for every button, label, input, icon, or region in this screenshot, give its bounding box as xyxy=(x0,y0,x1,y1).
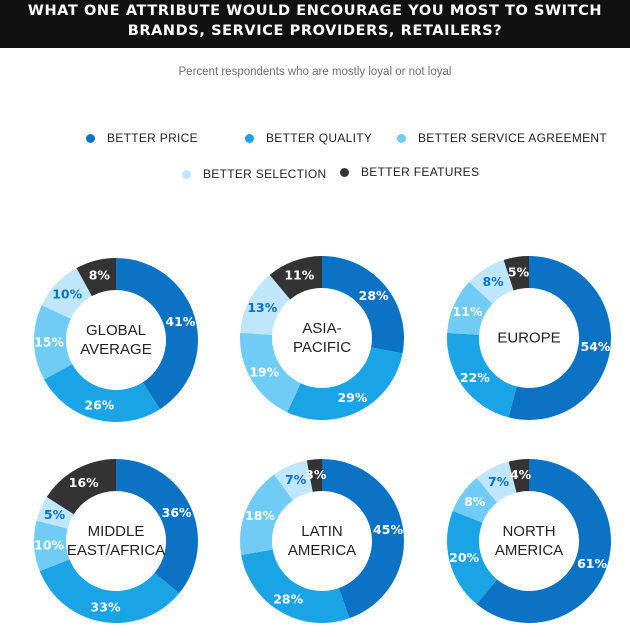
donut-middle-east-africa-value-better-price: 36% xyxy=(162,505,192,520)
donut-asia-pacific-slice-better-price xyxy=(322,256,404,354)
donut-europe: 54% 22% 11% 8% 5% EUROPE xyxy=(447,256,611,420)
donut-north-america-slice-better-price xyxy=(476,459,611,623)
donut-north-america-slice-better-quality xyxy=(446,510,498,605)
donut-middle-east-africa-slice-better-quality xyxy=(39,559,180,623)
legend-item-better-features: BETTER FEATURES xyxy=(340,165,479,179)
donut-europe-value-better-selection: 8% xyxy=(482,274,504,289)
donut-latin-america-center-label: AMERICA xyxy=(288,542,356,559)
donut-north-america-value-better-features: 4% xyxy=(510,467,532,482)
legend-label-better-quality: BETTER QUALITY xyxy=(266,131,373,145)
legend-swatch-better-price xyxy=(86,133,95,143)
legend-label-better-selection: BETTER SELECTION xyxy=(203,167,327,181)
donut-global-average-value-better-features: 8% xyxy=(89,268,111,283)
donut-asia-pacific-center-label: PACIFIC xyxy=(293,339,351,356)
donut-middle-east-africa: 36% 33% 10% 5% 16% MIDDLE EAST/AFRICA xyxy=(33,458,198,623)
chart-subtitle: Percent respondents who are mostly loyal… xyxy=(178,66,452,78)
donut-europe-value-better-quality: 22% xyxy=(460,370,490,385)
donut-asia-pacific-value-better-quality: 29% xyxy=(337,390,367,405)
donut-global-average-slice-better-selection xyxy=(41,268,92,319)
chart-title-line-1: WHAT ONE ATTRIBUTE WOULD ENCOURAGE YOU M… xyxy=(27,3,603,19)
donut-global-average: 41% 26% 15% 10% 8% GLOBAL AVERAGE xyxy=(33,258,198,422)
donut-global-average-slice-better-features xyxy=(76,258,116,297)
donut-global-average-value-better-service-agreement: 15% xyxy=(34,335,64,350)
donut-asia-pacific-slice-better-service-agreement xyxy=(240,332,301,413)
donut-europe-slice-better-features xyxy=(503,256,529,291)
donut-europe-slice-better-quality xyxy=(447,332,517,418)
donut-asia-pacific-center-label: ASIA- xyxy=(302,320,341,337)
donut-latin-america-slice-better-price xyxy=(322,459,404,619)
legend-item-better-quality: BETTER QUALITY xyxy=(245,131,372,145)
donut-asia-pacific-value-better-price: 28% xyxy=(359,288,389,303)
donut-middle-east-africa-value-better-features: 16% xyxy=(69,475,99,490)
donut-north-america-center-label: AMERICA xyxy=(495,542,563,559)
donut-north-america-value-better-selection: 7% xyxy=(488,474,510,489)
donut-global-average-center-label: GLOBAL xyxy=(86,322,146,339)
donut-europe-slice-better-selection xyxy=(469,260,514,304)
donut-latin-america-slice-better-selection xyxy=(274,460,313,501)
donut-global-average-center-label: AVERAGE xyxy=(80,341,151,358)
donut-latin-america-value-better-selection: 7% xyxy=(285,472,307,487)
donut-asia-pacific-value-better-selection: 13% xyxy=(247,300,277,315)
donut-latin-america-value-better-price: 45% xyxy=(373,522,403,537)
chart-title-line-2: BRANDS, SERVICE PROVIDERS, RETAILERS? xyxy=(127,23,503,39)
donut-global-average-value-better-price: 41% xyxy=(165,314,195,329)
donut-latin-america-center-label: LATIN xyxy=(301,523,342,540)
donut-north-america-slice-better-service-agreement xyxy=(452,477,498,523)
donut-europe-value-better-features: 5% xyxy=(508,264,530,279)
donut-middle-east-africa-slice-better-selection xyxy=(36,497,74,529)
donut-global-average-slice-better-quality xyxy=(44,364,160,422)
donut-north-america-value-better-price: 61% xyxy=(577,556,607,571)
legend-swatch-better-quality xyxy=(245,133,254,143)
donut-asia-pacific-slice-better-features xyxy=(269,255,322,300)
donut-asia-pacific-value-better-service-agreement: 19% xyxy=(249,365,279,380)
legend-swatch-better-features xyxy=(340,167,349,177)
donut-north-america-slice-better-selection xyxy=(476,461,517,503)
donut-middle-east-africa-value-better-quality: 33% xyxy=(91,600,121,615)
donut-latin-america-value-better-features: 3% xyxy=(305,467,327,482)
donut-asia-pacific-slice-better-quality xyxy=(287,347,403,420)
donut-europe-value-better-service-agreement: 11% xyxy=(453,304,483,319)
donut-north-america-value-better-service-agreement: 8% xyxy=(464,494,486,509)
donut-middle-east-africa-slice-better-service-agreement xyxy=(33,520,70,572)
chart-title-banner: WHAT ONE ATTRIBUTE WOULD ENCOURAGE YOU M… xyxy=(0,0,630,48)
donut-middle-east-africa-slice-better-features xyxy=(46,458,117,515)
donut-latin-america-value-better-quality: 28% xyxy=(273,591,303,606)
donut-europe-value-better-price: 54% xyxy=(581,339,611,354)
donut-asia-pacific-slice-better-selection xyxy=(240,274,291,335)
donut-middle-east-africa-value-better-selection: 5% xyxy=(44,507,66,522)
donut-middle-east-africa-slice-better-price xyxy=(116,459,198,594)
legend-swatch-better-service-agreement xyxy=(397,133,406,143)
donut-asia-pacific-value-better-features: 11% xyxy=(284,267,314,282)
donut-global-average-slice-better-price xyxy=(116,258,198,410)
donut-latin-america-slice-better-quality xyxy=(241,549,350,623)
legend-item-better-selection: BETTER SELECTION xyxy=(182,167,327,181)
legend-label-better-service-agreement: BETTER SERVICE AGREEMENT xyxy=(418,131,608,145)
donut-latin-america-slice-better-service-agreement xyxy=(239,474,293,555)
legend-swatch-better-selection xyxy=(182,169,191,179)
legend-item-better-service-agreement: BETTER SERVICE AGREEMENT xyxy=(397,131,607,145)
donut-latin-america-value-better-service-agreement: 18% xyxy=(245,508,275,523)
donut-north-america-value-better-quality: 20% xyxy=(449,550,479,565)
donut-middle-east-africa-center-label: EAST/AFRICA xyxy=(67,542,165,559)
donut-global-average-slice-better-service-agreement xyxy=(33,305,73,380)
donut-middle-east-africa-value-better-service-agreement: 10% xyxy=(34,538,64,553)
donut-north-america-center-label: NORTH xyxy=(502,523,555,540)
legend-item-better-price: BETTER PRICE xyxy=(86,131,198,145)
donut-latin-america: 45% 28% 18% 7%3% LATIN AMERICA xyxy=(239,459,404,623)
legend-label-better-features: BETTER FEATURES xyxy=(361,165,480,179)
donut-north-america: 61% 20% 8%7% 4% NORTH AMERICA xyxy=(446,459,611,623)
donut-global-average-value-better-quality: 26% xyxy=(84,397,114,412)
donut-north-america-slice-better-features xyxy=(508,459,529,493)
legend-label-better-price: BETTER PRICE xyxy=(107,131,198,145)
donut-middle-east-africa-center-label: MIDDLE xyxy=(88,523,145,540)
donut-asia-pacific: 28% 29% 19% 13% 11% ASIA- PACIFIC xyxy=(240,255,404,420)
donut-europe-center-label: EUROPE xyxy=(497,330,560,347)
donut-latin-america-slice-better-features xyxy=(306,459,322,492)
donut-global-average-value-better-selection: 10% xyxy=(52,287,82,302)
donut-europe-slice-better-price xyxy=(508,256,611,420)
donut-europe-slice-better-service-agreement xyxy=(447,281,493,335)
